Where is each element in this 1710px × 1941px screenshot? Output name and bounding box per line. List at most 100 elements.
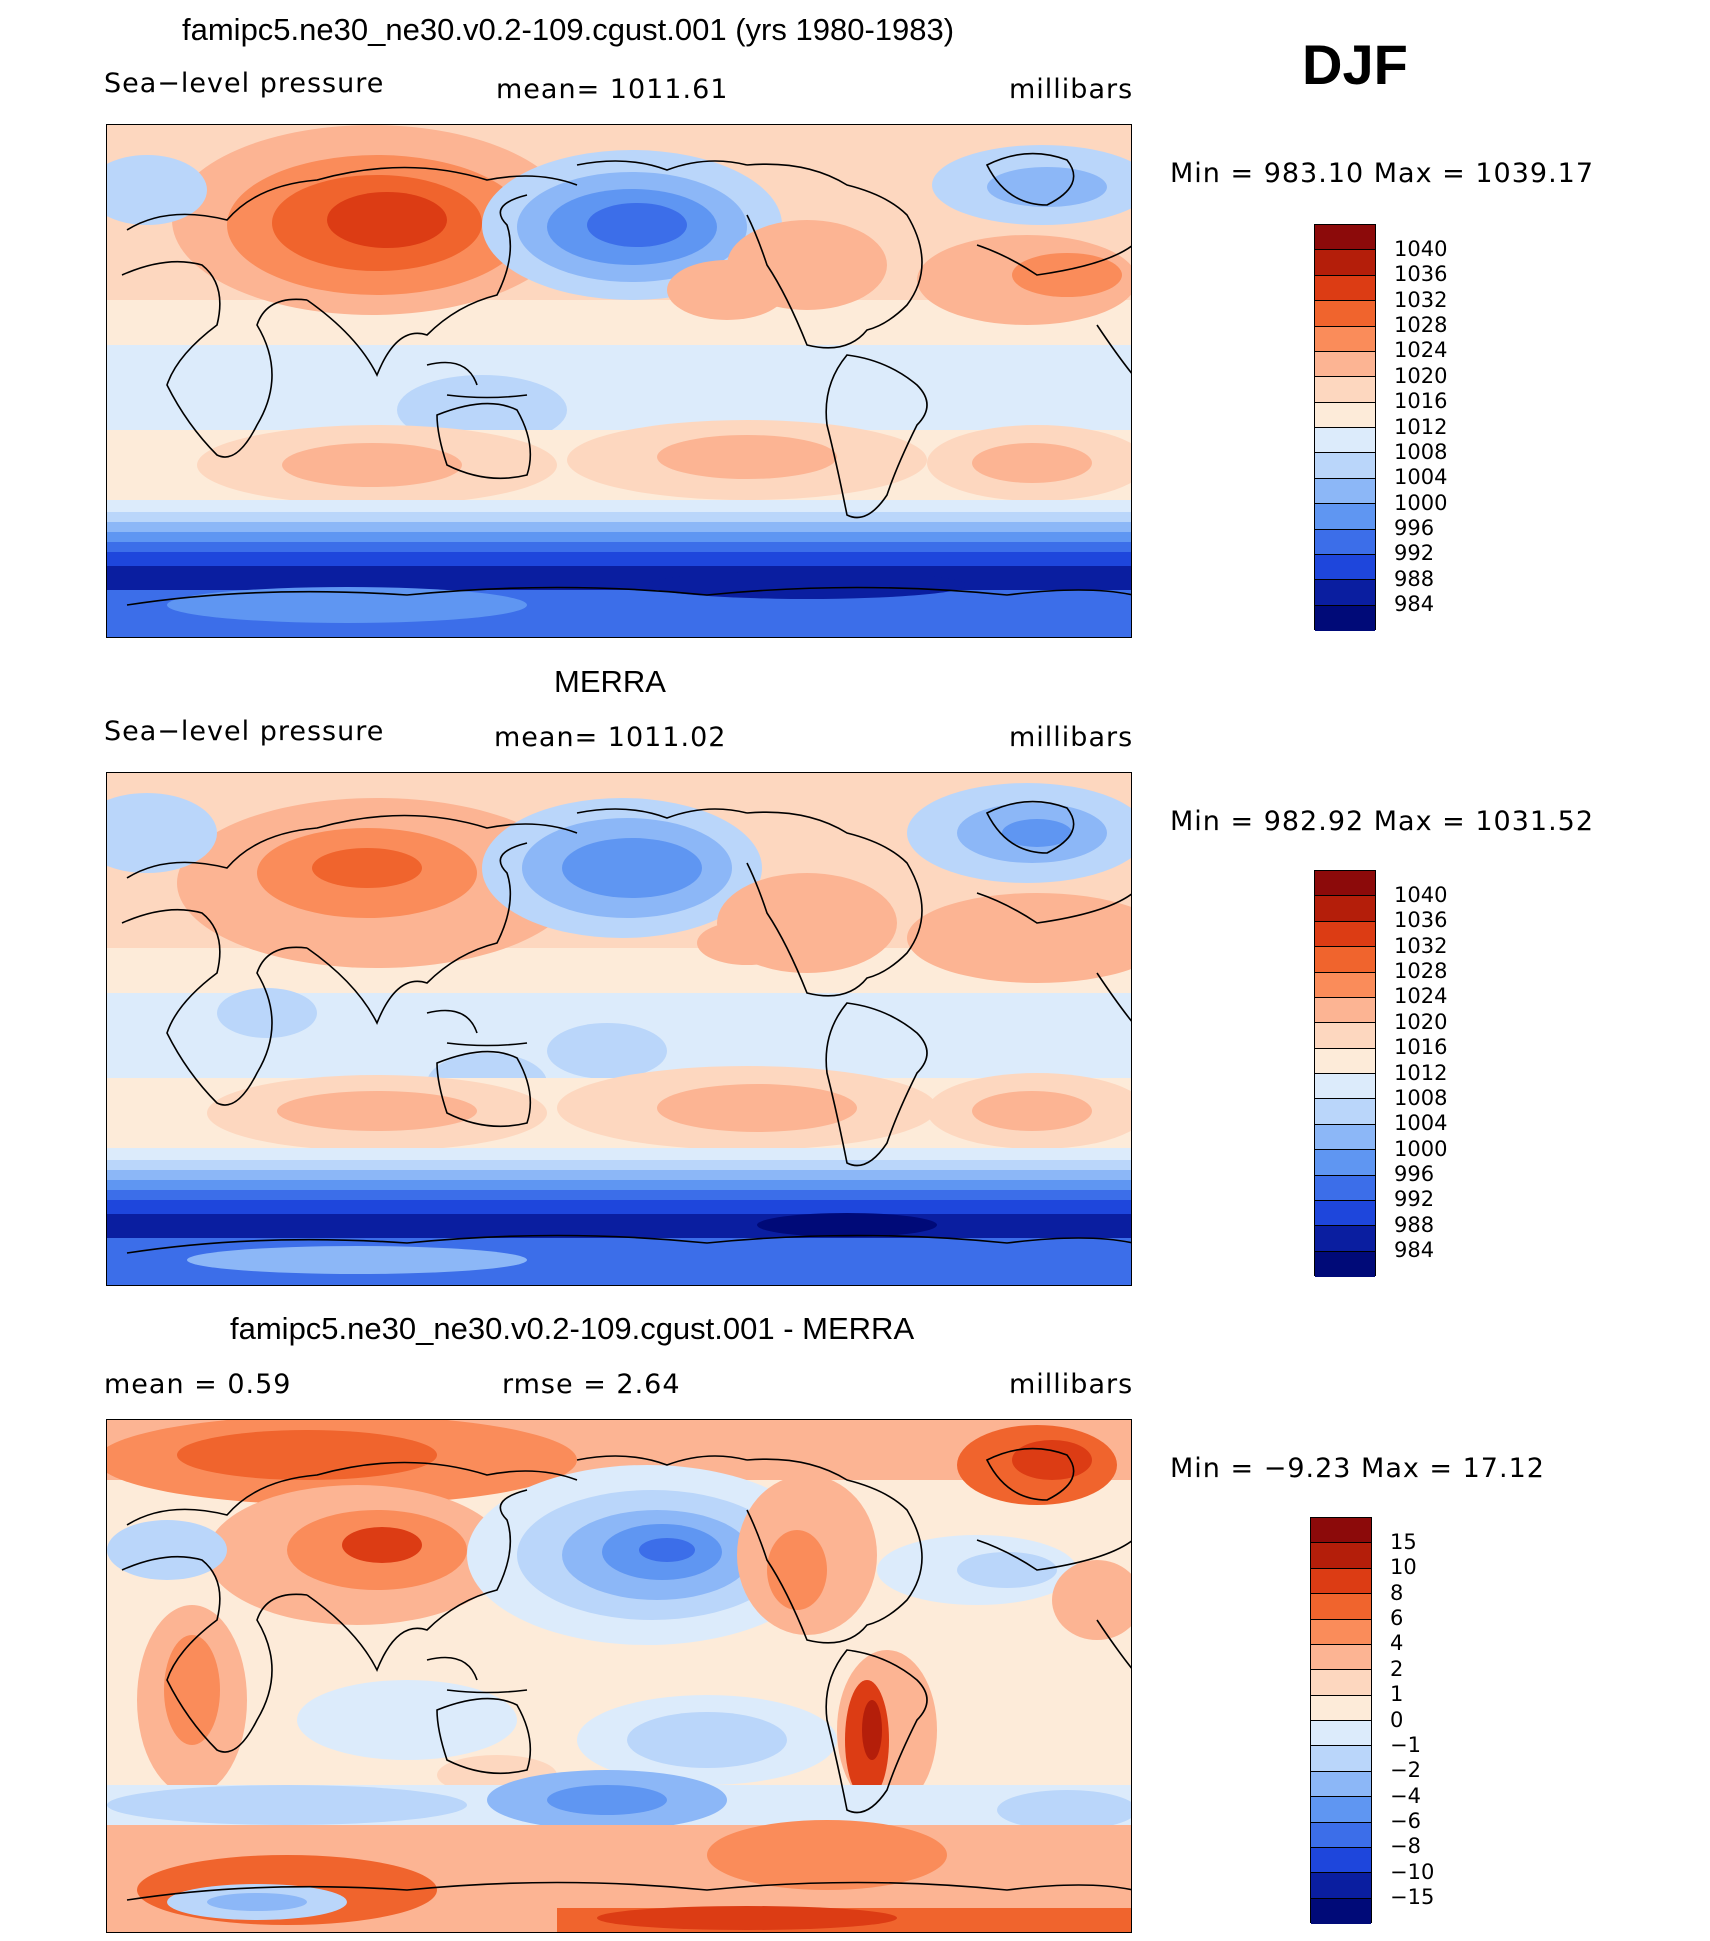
panel1-mean-label: mean= 1011.61: [496, 74, 729, 105]
colorbar-label: 2: [1390, 1656, 1404, 1681]
panel3-minmax: Min = −9.23 Max = 17.12: [1170, 1453, 1545, 1484]
panel1-colorbar: [1314, 224, 1376, 631]
colorbar-label: 1016: [1394, 1035, 1448, 1060]
colorbar-segment: [1315, 275, 1375, 302]
colorbar-segment: [1315, 402, 1375, 428]
colorbar-segment: [1315, 1251, 1375, 1277]
colorbar-label: 1000: [1394, 1136, 1448, 1161]
colorbar-label: 1016: [1394, 389, 1448, 414]
colorbar-segment: [1315, 997, 1375, 1024]
colorbar-label: −10: [1390, 1859, 1435, 1884]
colorbar-label: 1004: [1394, 1111, 1448, 1136]
panel3-mean-label: mean = 0.59: [104, 1369, 292, 1400]
colorbar-label: 1000: [1394, 490, 1448, 515]
colorbar-segment: [1315, 1124, 1375, 1151]
colorbar-label: 1032: [1394, 933, 1448, 958]
colorbar-segment: [1315, 972, 1375, 998]
panel2-colorbar: [1314, 870, 1376, 1277]
colorbar-segment: [1315, 478, 1375, 505]
colorbar-label: 1008: [1394, 1085, 1448, 1110]
colorbar-label: 1028: [1394, 313, 1448, 337]
colorbar-segment: [1315, 301, 1375, 327]
colorbar-segment: [1315, 605, 1375, 631]
panel1-map: [106, 124, 1132, 638]
panel1-title: famipc5.ne30_ne30.v0.2-109.cgust.001 (yr…: [182, 12, 955, 47]
panel3-units-label: millibars: [1009, 1369, 1134, 1400]
colorbar-segment: [1311, 1670, 1371, 1696]
panel3-contour-field: [107, 1420, 1131, 1932]
colorbar-segment: [1315, 1175, 1375, 1201]
colorbar-label: −15: [1390, 1885, 1435, 1910]
colorbar-label: 996: [1394, 516, 1435, 540]
colorbar-label: 988: [1394, 1212, 1435, 1237]
colorbar-segment: [1315, 554, 1375, 581]
colorbar-segment: [1311, 1594, 1371, 1620]
colorbar-segment: [1315, 1074, 1375, 1100]
colorbar-label: 984: [1394, 1238, 1435, 1263]
panel1-contour-field: [107, 125, 1131, 637]
panel2-variable-label: Sea−level pressure: [104, 716, 385, 747]
colorbar-segment: [1311, 1847, 1371, 1874]
panel2-map: [106, 772, 1132, 1286]
colorbar-label: 8: [1390, 1580, 1404, 1605]
colorbar-label: 1040: [1394, 882, 1448, 907]
colorbar-label: 6: [1390, 1606, 1404, 1630]
colorbar-segment: [1315, 504, 1375, 530]
colorbar-segment: [1315, 896, 1375, 922]
colorbar-segment: [1311, 1797, 1371, 1823]
panel3-rmse-label: rmse = 2.64: [502, 1369, 681, 1400]
colorbar-label: −8: [1390, 1834, 1421, 1859]
colorbar-label: −2: [1390, 1758, 1421, 1783]
colorbar-segment: [1315, 1150, 1375, 1176]
colorbar-label: 1012: [1394, 414, 1448, 439]
panel2-contour-field: [107, 773, 1131, 1285]
colorbar-segment: [1315, 580, 1375, 606]
colorbar-label: 4: [1390, 1631, 1404, 1656]
colorbar-segment: [1315, 1226, 1375, 1252]
colorbar-segment: [1311, 1721, 1371, 1747]
colorbar-label: 1012: [1394, 1060, 1448, 1085]
colorbar-segment: [1315, 1023, 1375, 1049]
panel2-title: MERRA: [554, 664, 666, 699]
colorbar-segment: [1315, 377, 1375, 403]
colorbar-label: 996: [1394, 1162, 1435, 1186]
colorbar-label: 1036: [1394, 908, 1448, 933]
colorbar-label: −6: [1390, 1809, 1421, 1833]
panel3-colorbar: [1310, 1517, 1372, 1924]
panel3-title: famipc5.ne30_ne30.v0.2-109.cgust.001 - M…: [230, 1311, 915, 1346]
colorbar-label: 1004: [1394, 465, 1448, 490]
colorbar-segment: [1311, 1746, 1371, 1772]
colorbar-segment: [1315, 225, 1375, 251]
colorbar-segment: [1311, 1898, 1371, 1924]
colorbar-segment: [1315, 351, 1375, 378]
colorbar-label: 1024: [1394, 984, 1448, 1009]
colorbar-segment: [1311, 1873, 1371, 1899]
colorbar-segment: [1315, 453, 1375, 479]
colorbar-segment: [1311, 1568, 1371, 1595]
panel2-units-label: millibars: [1009, 722, 1134, 753]
colorbar-segment: [1315, 871, 1375, 897]
colorbar-label: 1028: [1394, 959, 1448, 983]
colorbar-label: 1024: [1394, 338, 1448, 363]
colorbar-label: 1032: [1394, 287, 1448, 312]
panel1-variable-label: Sea−level pressure: [104, 68, 385, 99]
colorbar-segment: [1311, 1543, 1371, 1569]
panel1-units-label: millibars: [1009, 74, 1134, 105]
colorbar-segment: [1311, 1771, 1371, 1798]
colorbar-label: 992: [1394, 1187, 1435, 1212]
colorbar-label: −1: [1390, 1732, 1421, 1757]
colorbar-segment: [1315, 428, 1375, 454]
panel2-minmax: Min = 982.92 Max = 1031.52: [1170, 806, 1595, 837]
colorbar-segment: [1315, 250, 1375, 276]
colorbar-label: 10: [1390, 1555, 1417, 1580]
colorbar-segment: [1315, 326, 1375, 352]
colorbar-label: 1008: [1394, 439, 1448, 464]
colorbar-label: 1020: [1394, 363, 1448, 388]
colorbar-label: 1036: [1394, 262, 1448, 287]
colorbar-label: 1020: [1394, 1009, 1448, 1034]
panel3-map: [106, 1419, 1132, 1933]
colorbar-segment: [1315, 947, 1375, 973]
colorbar-label: 984: [1394, 592, 1435, 617]
colorbar-segment: [1315, 1200, 1375, 1227]
colorbar-segment: [1315, 921, 1375, 948]
